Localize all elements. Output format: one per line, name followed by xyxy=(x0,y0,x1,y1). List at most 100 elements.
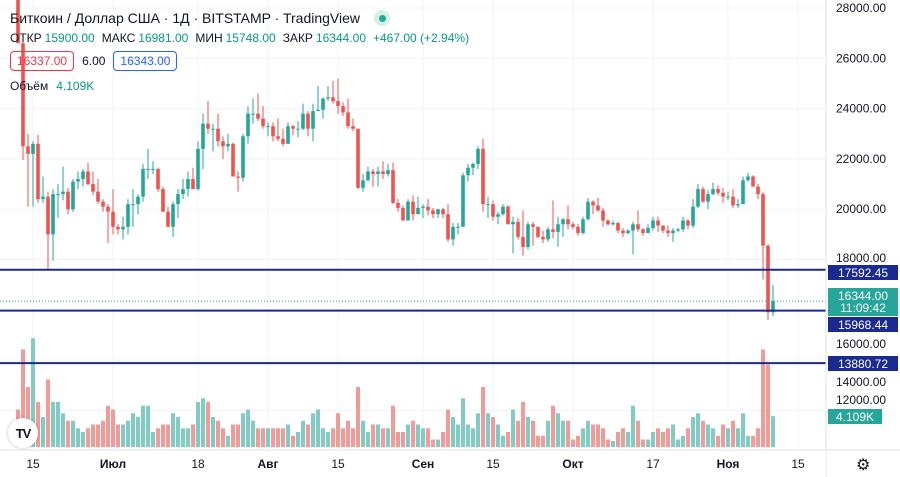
open-value: 15900.00 xyxy=(44,31,95,45)
candle-body xyxy=(491,204,495,217)
volume-bar xyxy=(231,424,235,447)
volume-bar xyxy=(61,413,65,447)
candle-body xyxy=(381,171,385,174)
candle-body xyxy=(171,204,175,227)
candle-body xyxy=(346,112,350,127)
candle-body xyxy=(281,138,285,144)
volume-bar xyxy=(146,405,150,447)
time-tick-label: Июл xyxy=(100,457,126,471)
time-tick-label: 18 xyxy=(191,457,205,471)
candle-body xyxy=(156,168,160,190)
candle-body xyxy=(206,123,210,129)
candle-body xyxy=(151,168,155,170)
candle-body xyxy=(446,214,450,240)
candle-body xyxy=(361,180,365,188)
volume-bar xyxy=(636,420,640,447)
sell-price-button[interactable]: 16337.00 xyxy=(10,51,75,71)
logo-text: TV xyxy=(15,425,32,441)
last-price-label-text: 11:09:42 xyxy=(840,301,886,315)
candle-body xyxy=(436,209,440,215)
candle-body xyxy=(111,211,115,227)
volume-bar xyxy=(271,428,275,447)
candle-body xyxy=(56,194,60,196)
chart-legend: Биткоин / Доллар США · 1Д · BITSTAMP · T… xyxy=(10,8,469,93)
volume-bar xyxy=(51,402,55,447)
price-axis[interactable] xyxy=(826,0,900,477)
candle-body xyxy=(531,224,535,227)
volume-bar xyxy=(711,428,715,447)
candle-body xyxy=(31,143,35,154)
candle-body xyxy=(426,206,430,211)
volume-bar xyxy=(491,417,495,447)
volume-bar xyxy=(506,432,510,447)
candle-body xyxy=(221,141,225,147)
volume-bar xyxy=(366,432,370,447)
candle-body xyxy=(526,224,530,247)
volume-bar xyxy=(356,387,360,447)
candle-body xyxy=(76,179,80,182)
candle-body xyxy=(646,228,650,234)
volume-bar xyxy=(326,432,330,447)
time-axis[interactable] xyxy=(0,450,826,477)
volume-bar xyxy=(316,409,320,447)
candle-body xyxy=(331,97,335,102)
candle-body xyxy=(771,301,775,313)
price-tick-label: 14000.00 xyxy=(836,375,886,389)
low-value: 15748.00 xyxy=(225,31,276,45)
last-price-label-box xyxy=(828,288,898,316)
candle-body xyxy=(756,186,760,195)
volume-bar xyxy=(196,402,200,447)
candle-body xyxy=(496,214,500,217)
volume-bar xyxy=(451,417,455,447)
volume-bar xyxy=(241,413,245,447)
candle-body xyxy=(326,97,330,99)
volume-bar xyxy=(156,428,160,447)
candle-body xyxy=(641,229,645,234)
volume-bar xyxy=(386,428,390,447)
candle-body xyxy=(376,171,380,174)
volume-bar xyxy=(341,428,345,447)
volume-bar xyxy=(26,387,30,447)
volume-bar xyxy=(311,413,315,447)
candle-body xyxy=(96,191,100,202)
tradingview-logo[interactable]: TV xyxy=(8,418,38,448)
candle-body xyxy=(741,180,745,205)
volume-bar xyxy=(616,432,620,447)
candle-body xyxy=(201,123,205,149)
volume-bar xyxy=(701,420,705,447)
volume-bar xyxy=(586,420,590,447)
volume-bar xyxy=(596,424,600,447)
time-tick-label: 15 xyxy=(26,457,40,471)
volume-bar xyxy=(631,405,635,447)
candle-body xyxy=(286,126,290,144)
candle-body xyxy=(726,196,730,198)
volume-bar xyxy=(476,413,480,447)
symbol-title[interactable]: Биткоин / Доллар США · 1Д · BITSTAMP · T… xyxy=(10,10,360,26)
candle-body xyxy=(241,136,245,178)
level-price-label-box xyxy=(828,265,898,280)
volume-bar xyxy=(591,424,595,447)
candle-body xyxy=(476,148,480,164)
buy-price-button[interactable]: 16343.00 xyxy=(113,51,178,71)
candle-body xyxy=(186,179,190,190)
candle-body xyxy=(306,113,310,129)
volume-bar xyxy=(531,420,535,447)
volume-bar xyxy=(606,439,610,447)
gear-icon[interactable]: ⚙ xyxy=(856,457,871,474)
candle-body xyxy=(276,136,280,139)
candle-body xyxy=(701,189,705,202)
candle-body xyxy=(236,176,240,178)
volume-bar xyxy=(736,428,740,447)
candle-body xyxy=(416,207,420,215)
last-price-label-text: 16344.00 xyxy=(838,289,888,303)
candle-body xyxy=(396,202,400,208)
time-tick-label: 17 xyxy=(646,457,660,471)
close-value: 16344.00 xyxy=(315,31,366,45)
volume-bar xyxy=(716,435,720,447)
volume-bar xyxy=(556,413,560,447)
volume-bar xyxy=(576,435,580,447)
volume-bar xyxy=(696,413,700,447)
candle-body xyxy=(366,171,370,181)
volume-bar xyxy=(246,409,250,447)
